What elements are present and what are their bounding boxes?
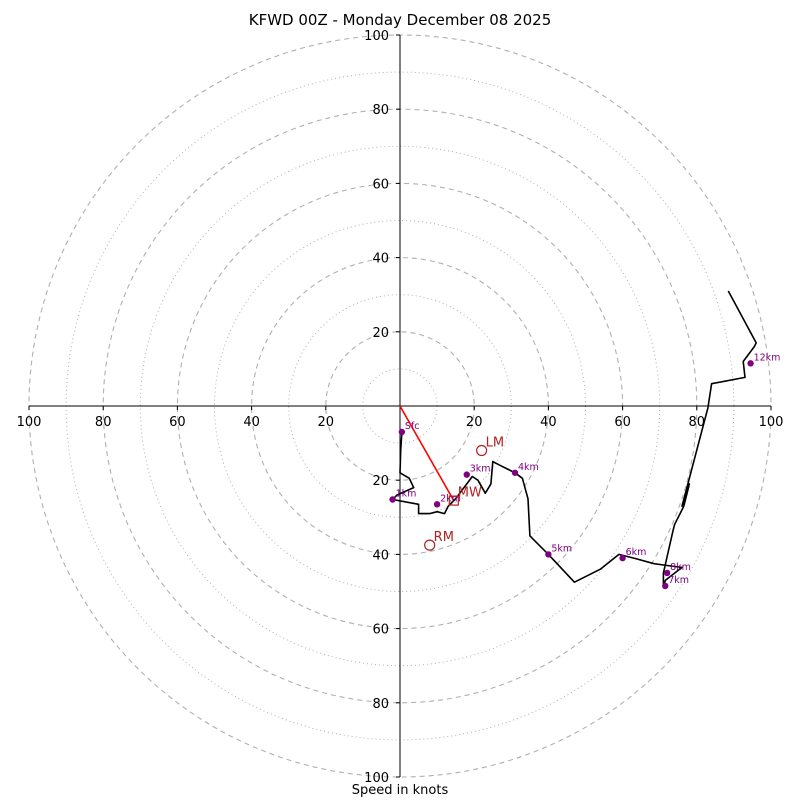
x-tick-label: 20 (318, 415, 335, 430)
height-marker-label: 7km (668, 575, 689, 586)
y-tick-label: 40 (372, 548, 389, 563)
storm-motion-label: LM (486, 436, 504, 451)
x-tick-label: 40 (243, 415, 260, 430)
height-marker-dot (663, 569, 671, 577)
storm-motions: LM MW RM (424, 436, 504, 551)
shear-vector-line (399, 405, 455, 502)
x-tick-label: 100 (759, 415, 784, 430)
y-tick-label: 100 (364, 29, 389, 44)
height-marker-dot (662, 582, 669, 590)
y-tick-label: 20 (372, 474, 389, 489)
height-marker-dot (433, 501, 441, 508)
chart-title: KFWD 00Z - Monday December 08 2025 (248, 11, 552, 29)
height-marker-label: 5km (551, 543, 572, 554)
height-marker-label: 4km (518, 462, 539, 473)
x-tick-label: 100 (17, 415, 42, 430)
height-marker-dot (398, 428, 406, 436)
height-marker-dot (747, 360, 754, 367)
y-tick-label: 60 (372, 177, 389, 192)
shear-vector (399, 405, 455, 502)
height-marker-dot (545, 551, 552, 558)
x-tick-label: 60 (614, 415, 631, 430)
height-marker-label: 8km (670, 562, 691, 573)
height-marker-dot (511, 469, 519, 476)
height-markers: Sfc 1km 2km 3km 4km 5km 6km 7km 8km 12km (389, 352, 781, 590)
y-tick-label: 80 (372, 697, 389, 712)
x-axis-label: Speed in knots (351, 783, 449, 798)
x-tick-label: 80 (95, 415, 112, 430)
x-tick-label: 40 (540, 415, 557, 430)
y-tick-label: 40 (372, 252, 389, 267)
y-tick-label: 100 (364, 771, 389, 786)
height-marker-label: 1km (396, 488, 417, 499)
y-tick-label: 80 (372, 103, 389, 118)
y-tick-label: 20 (372, 326, 389, 341)
wind-profile-line (391, 290, 758, 589)
tick-labels: 100 80 60 40 20 20 40 60 80 100 100 80 60 40 20 20 40 60 8… (17, 29, 784, 786)
wind-profile (391, 290, 758, 589)
y-tick-label: 60 (372, 623, 389, 638)
height-marker-dot (619, 554, 626, 562)
x-tick-label: 60 (169, 415, 186, 430)
x-tick-label: 80 (689, 415, 706, 430)
height-marker-dot (389, 496, 396, 503)
storm-motion-label: RM (434, 530, 454, 545)
height-marker-label: 6km (626, 547, 647, 558)
height-marker-label: 12km (754, 352, 781, 363)
x-tick-label: 20 (466, 415, 483, 430)
storm-motion-marker (448, 495, 459, 506)
height-marker-label: 2km (440, 493, 461, 504)
height-marker-label: 3km (470, 464, 491, 475)
height-marker-label: Sfc (405, 421, 420, 432)
storm-motion-marker (424, 539, 436, 551)
storm-motion-marker (476, 444, 488, 457)
storm-motion-label: MW (458, 486, 482, 501)
height-marker-dot (463, 471, 470, 478)
